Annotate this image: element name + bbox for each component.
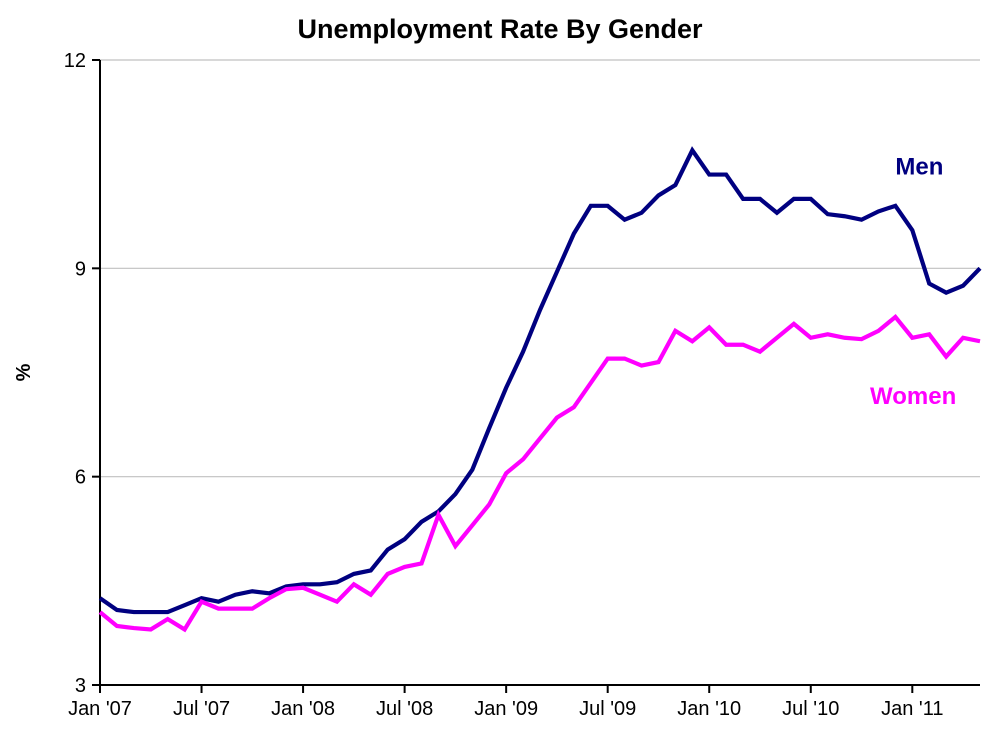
x-tick-label: Jan '11 xyxy=(881,698,943,720)
y-tick-label: 12 xyxy=(64,50,86,72)
x-tick-label: Jan '07 xyxy=(68,698,132,720)
x-tick-label: Jan '08 xyxy=(271,698,335,720)
x-tick-label: Jul '07 xyxy=(173,698,230,720)
y-tick-label: 9 xyxy=(75,258,86,280)
y-axis-label: % xyxy=(13,363,35,381)
y-tick-label: 6 xyxy=(75,467,86,489)
series-label-women: Women xyxy=(870,383,956,410)
y-tick-label: 3 xyxy=(75,675,86,697)
chart-svg: 3 6 9 12 Jan '07 Jul '07 Jan '08 Jul '08 Jan '09… xyxy=(0,0,1000,749)
x-tick-label: Jan '10 xyxy=(677,698,741,720)
x-tick-label: Jan '09 xyxy=(474,698,538,720)
x-tick-label: Jul '08 xyxy=(376,698,433,720)
x-tick-label: Jul '09 xyxy=(579,698,636,720)
unemployment-chart: 3 6 9 12 Jan '07 Jul '07 Jan '08 Jul '08 Jan '09… xyxy=(0,0,1000,749)
series-label-men: Men xyxy=(895,154,943,181)
x-tick-label: Jul '10 xyxy=(782,698,839,720)
chart-title: Unemployment Rate By Gender xyxy=(297,14,703,44)
